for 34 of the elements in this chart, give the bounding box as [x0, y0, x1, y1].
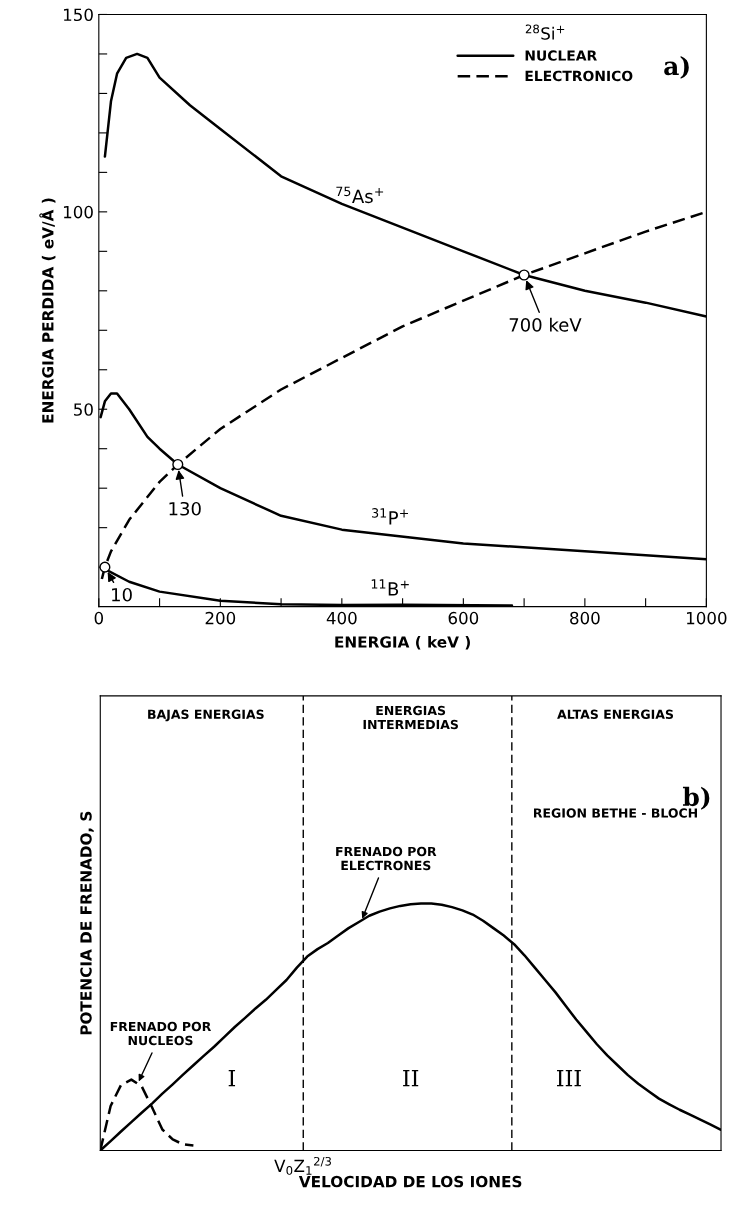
x-tick-label: 1000 — [687, 611, 727, 625]
annotation: 130 — [169, 501, 201, 516]
annotation: 700 keV — [509, 317, 582, 332]
text: FRENADO POR ELECTRONES — [336, 846, 437, 871]
y-axis-title: ENERGIA PERDIDA ( eV/Å ) — [39, 198, 56, 423]
y-tick-label: 150 — [63, 8, 93, 22]
y-tick-label: 50 — [74, 403, 93, 416]
annotation: $^{31}$P$^{+}$ — [372, 508, 409, 525]
annotation: I — [228, 1069, 236, 1087]
annotation: $^{11}$B$^{+}$ — [371, 579, 409, 596]
annotation: $^{75}$As$^{+}$ — [336, 186, 384, 204]
legend-title: $^{28}$Si$^{+}$ — [525, 24, 565, 40]
annotation: FRENADO POR NUCLEOS — [110, 1021, 212, 1046]
x-tick-label: 400 — [326, 611, 357, 625]
annotation: 10 — [112, 587, 132, 602]
annotation: III — [557, 1069, 581, 1087]
annotation: a) — [664, 55, 689, 79]
x-axis-title: ENERGIA ( keV ) — [335, 635, 470, 650]
y-tick-label: 100 — [63, 205, 93, 219]
y-axis-title: POTENCIA DE FRENADO, S — [80, 811, 94, 1035]
text: V$_{0}$Z$_{1}$$^{2/3}$ — [274, 1156, 331, 1175]
x-axis-title: VELOCIDAD DE LOS IONES — [298, 1175, 522, 1188]
x-tick-label: 200 — [205, 611, 236, 625]
x-tick-label: 800 — [570, 611, 600, 625]
text: ALTAS ENERGIAS — [557, 709, 674, 720]
text: b) — [682, 786, 710, 810]
text: REGION BETHE - BLOCH — [533, 808, 697, 818]
legend-label: NUCLEAR — [525, 50, 597, 61]
text: ENERGIAS INTERMEDIAS — [363, 705, 458, 730]
legend-label: ELECTRONICO — [525, 70, 633, 82]
annotation: II — [403, 1069, 419, 1087]
x-tick-label: 600 — [448, 611, 479, 625]
text: BAJAS ENERGIAS — [148, 709, 264, 722]
x-tick-label: 0 — [94, 611, 104, 625]
